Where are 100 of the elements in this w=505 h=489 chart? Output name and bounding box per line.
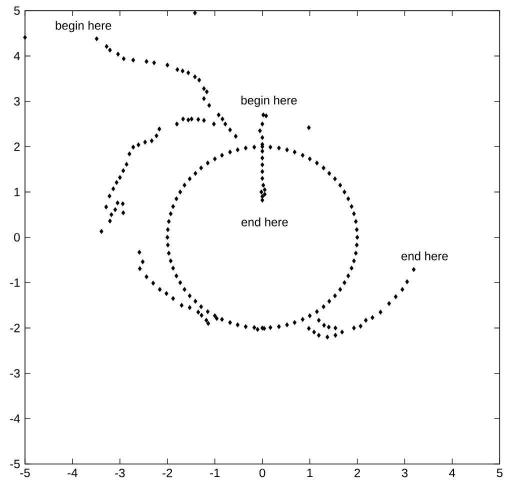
point [138,250,142,255]
point [260,198,264,203]
point [206,321,210,326]
point [118,175,122,180]
point [111,186,116,192]
point [108,194,112,198]
point [212,122,216,126]
point [260,190,264,194]
point [316,318,321,323]
point [202,118,206,123]
point [166,62,170,68]
point [400,287,404,292]
point [193,10,197,16]
point [120,201,125,206]
point [104,44,109,49]
y-tick-label: 1 [14,188,20,196]
point [193,74,197,80]
point [144,274,148,280]
point [152,60,156,66]
point [364,318,368,323]
point [180,302,184,308]
point [260,162,264,168]
point [116,52,120,57]
point [378,310,382,315]
point [326,334,330,340]
x-tick-label: -3 [115,468,125,478]
point [223,122,228,126]
y-tick-label: -3 [10,369,20,378]
point [262,192,267,197]
point [124,162,128,167]
point [121,168,126,174]
point [207,103,212,108]
point [151,280,156,286]
point [316,332,321,338]
annotation: begin here [56,20,112,32]
point [131,58,136,62]
point [214,316,219,321]
point [202,96,206,102]
point [306,125,311,130]
x-tick-label: 2 [354,468,360,478]
point [260,122,264,126]
x-tick-label: -4 [68,468,78,477]
point [234,134,238,139]
annotation: end here [242,218,288,226]
y-tick-label: 4 [14,52,20,60]
point [190,116,194,122]
point [258,128,262,134]
point [186,70,190,76]
point [370,315,374,320]
point [204,89,209,94]
point [216,112,221,118]
point [197,78,202,82]
point [256,326,260,332]
point [116,200,120,206]
point [200,312,204,318]
point [110,212,114,218]
point [128,152,132,156]
point [181,116,185,122]
point [352,326,356,330]
point [138,266,142,272]
point [180,68,184,74]
point [114,180,118,185]
point [122,56,126,62]
point [150,138,154,144]
point [144,59,148,64]
point [262,187,267,192]
point [140,259,145,264]
point [326,324,331,330]
point [312,330,316,334]
point [176,67,180,72]
point [340,330,344,334]
y-tick-label: 0 [14,233,20,242]
x-tick-label: -2 [162,468,172,478]
point [260,194,264,199]
point [23,35,27,40]
point [261,182,266,188]
y-tick-label: -5 [10,460,20,468]
point [322,322,326,328]
annotation: end here [401,252,448,260]
point [188,305,192,310]
x-tick-label: 4 [449,468,456,477]
y-tick-label: 2 [14,142,20,151]
point [264,113,268,118]
point [196,117,200,122]
point [108,218,112,224]
point [171,296,175,301]
point [260,148,264,154]
point [405,279,409,284]
point [260,176,264,181]
x-tick-label: -5 [20,468,30,478]
point [136,142,140,148]
point [131,144,136,150]
point [175,122,179,126]
point [154,133,158,138]
x-tick-label: 0 [259,468,266,478]
point [202,86,206,92]
point [104,204,108,210]
x-tick-label: 3 [402,468,408,478]
x-tick-label: -1 [210,468,220,477]
point [260,156,264,160]
